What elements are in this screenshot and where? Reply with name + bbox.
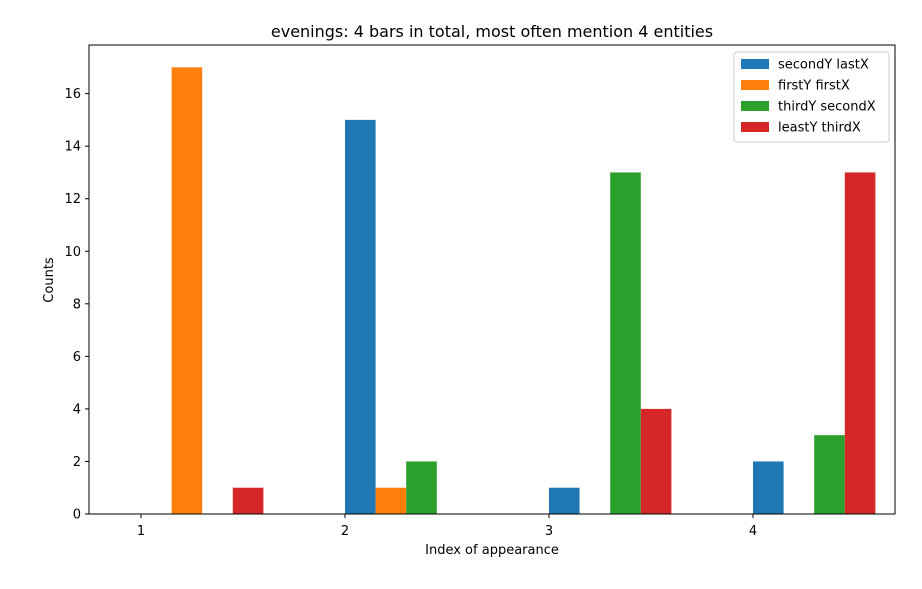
bar-thirdy-secondx-cat-2 — [406, 461, 437, 514]
legend: secondY lastX firstY firstX thirdY secondX… — [733, 51, 890, 143]
y-tick-label: 6 — [73, 350, 81, 365]
x-tick-label: 2 — [341, 524, 349, 539]
x-tick-label: 4 — [749, 524, 757, 539]
legend-box — [733, 51, 890, 143]
legend-label: firstY firstX — [778, 79, 850, 94]
y-tick-label: 0 — [73, 508, 81, 523]
x-tick-label: 1 — [137, 524, 145, 539]
legend-swatch — [741, 59, 769, 69]
bar-secondy-lastx-cat-3 — [549, 487, 580, 514]
y-tick-label: 2 — [73, 455, 81, 470]
y-tick-label: 16 — [64, 87, 81, 102]
y-tick-label: 4 — [73, 402, 81, 417]
legend-swatch — [741, 122, 769, 132]
y-axis-ticks: 0 2 4 6 8 10 12 14 16 — [64, 87, 89, 523]
x-tick-label: 3 — [545, 524, 553, 539]
x-axis-label: Index of appearance — [425, 543, 559, 558]
bar-secondy-lastx-cat-2 — [345, 119, 376, 514]
bar-firsty-firstx-cat-2 — [375, 487, 407, 514]
bar-secondy-lastx-cat-4 — [753, 461, 784, 514]
bar-firsty-firstx-cat-1 — [171, 67, 203, 514]
legend-swatch — [741, 101, 769, 111]
y-tick-label: 14 — [64, 140, 81, 155]
bar-thirdy-secondx-cat-3 — [610, 172, 641, 514]
legend-swatch — [741, 80, 769, 90]
y-tick-label: 10 — [64, 245, 81, 260]
y-tick-label: 12 — [64, 192, 81, 207]
legend-label: leastY thirdX — [778, 121, 861, 136]
bar-leasty-thirdx-cat-3 — [640, 408, 672, 514]
x-axis-ticks: 1 2 3 4 — [137, 514, 757, 539]
y-axis-label: Counts — [42, 257, 57, 303]
bar-leasty-thirdx-cat-1 — [232, 487, 264, 514]
bars-group — [171, 67, 876, 514]
plot-frame — [88, 44, 896, 515]
y-tick-label: 8 — [73, 297, 81, 312]
bar-leasty-thirdx-cat-4 — [844, 172, 876, 514]
legend-label: secondY lastX — [778, 58, 869, 73]
legend-label: thirdY secondX — [778, 100, 876, 115]
chart-title: evenings: 4 bars in total, most often me… — [271, 22, 713, 41]
bar-thirdy-secondx-cat-4 — [814, 435, 845, 514]
